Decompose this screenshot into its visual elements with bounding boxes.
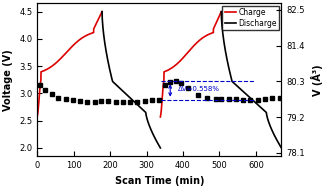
X-axis label: Scan Time (min): Scan Time (min) <box>114 176 204 186</box>
Y-axis label: Voltage (V): Voltage (V) <box>4 49 13 111</box>
Y-axis label: V (Å³): V (Å³) <box>310 64 322 96</box>
Legend: Charge, Discharge: Charge, Discharge <box>222 6 279 30</box>
Text: ΔV=0.558%: ΔV=0.558% <box>177 86 219 91</box>
